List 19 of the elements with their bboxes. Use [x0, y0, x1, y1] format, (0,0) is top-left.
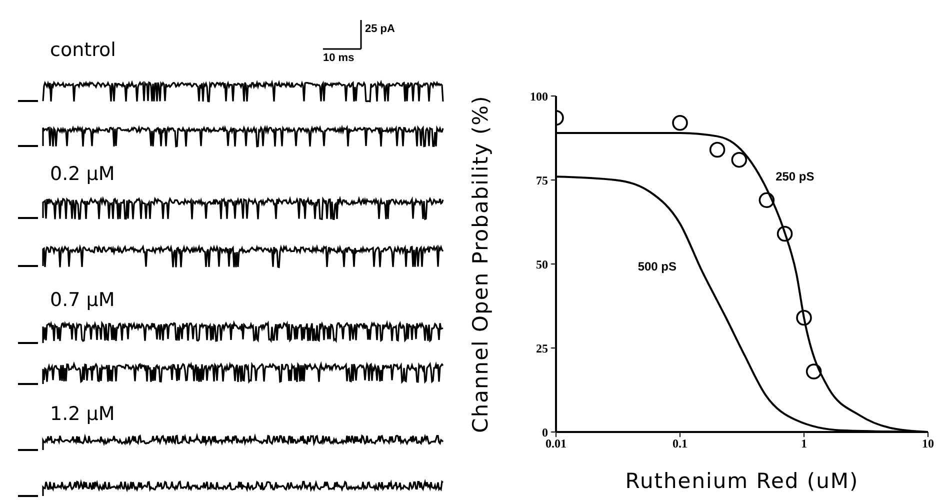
text: 1.2 μM	[50, 403, 115, 425]
x-tick-label: 0.01	[546, 436, 566, 451]
y-tick-label: 75	[536, 173, 548, 188]
text: 10 ms	[323, 52, 354, 64]
x-tick-label: 0.1	[672, 436, 688, 451]
text: 0.2 μM	[50, 163, 115, 185]
y-tick-label: 100	[530, 89, 548, 104]
y-tick-label: 50	[536, 257, 548, 272]
series-label: 500 pS	[638, 260, 677, 274]
y-tick-label: 0	[542, 425, 548, 440]
x-axis-title: Ruthenium Red (uM)	[625, 469, 859, 493]
series-label: 250 pS	[776, 170, 814, 184]
text: 25 pA	[365, 23, 396, 35]
y-axis-title: Channel Open Probability (%)	[468, 95, 492, 433]
text: control	[50, 39, 116, 61]
text: 0.7 μM	[50, 289, 115, 311]
x-tick-label: 1	[801, 436, 807, 451]
x-tick-label: 10	[922, 436, 934, 451]
y-tick-label: 25	[536, 341, 548, 356]
